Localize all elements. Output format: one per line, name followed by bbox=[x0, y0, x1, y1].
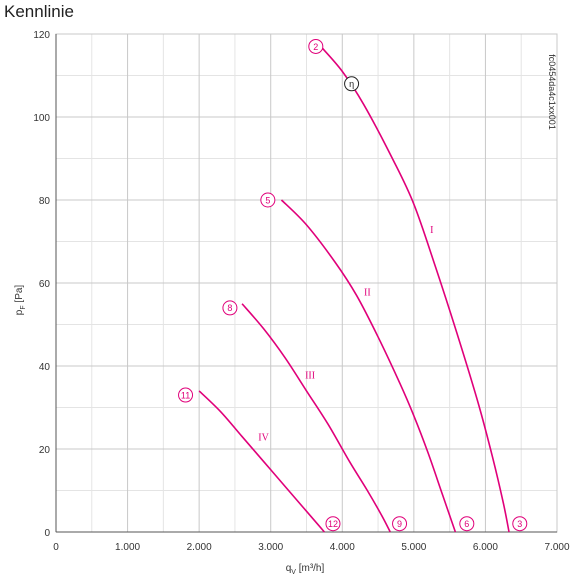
marker-label: 9 bbox=[397, 519, 402, 529]
marker-η: η bbox=[344, 76, 360, 92]
y-tick-label: 0 bbox=[44, 528, 50, 539]
markers: 2 η 5 8 11 12 9 6 3 bbox=[178, 38, 528, 532]
y-tick-label: 100 bbox=[33, 113, 50, 124]
marker-circle bbox=[222, 300, 238, 316]
x-tick-label: 1.000 bbox=[115, 542, 140, 553]
x-tick-label: 7.000 bbox=[544, 542, 569, 553]
marker-circle bbox=[325, 516, 341, 532]
marker-circle bbox=[260, 192, 276, 208]
marker-label: 3 bbox=[517, 519, 522, 529]
marker-label: η bbox=[349, 79, 354, 89]
marker-3: 3 bbox=[512, 516, 528, 532]
curve-I bbox=[320, 45, 510, 533]
curve-label-II: II bbox=[364, 287, 371, 298]
curve-label-III: III bbox=[305, 370, 315, 381]
marker-circle bbox=[392, 516, 408, 532]
curve-IV bbox=[198, 390, 325, 533]
marker-label: 11 bbox=[181, 390, 190, 400]
x-tick-label: 6.000 bbox=[473, 542, 498, 553]
reference-code: fc0454da4c1xx001 bbox=[547, 54, 557, 130]
marker-label: 6 bbox=[464, 519, 469, 529]
x-tick-label: 4.000 bbox=[330, 542, 355, 553]
marker-12: 12 bbox=[325, 516, 341, 532]
marker-label: 5 bbox=[265, 195, 270, 205]
marker-2: 2 bbox=[308, 38, 324, 54]
x-tick-label: 0 bbox=[53, 542, 59, 553]
chart-title: Kennlinie bbox=[4, 2, 74, 21]
x-tick-label: 2.000 bbox=[187, 542, 212, 553]
y-tick-label: 40 bbox=[39, 362, 51, 373]
x-tick-label: 5.000 bbox=[401, 542, 426, 553]
marker-9: 9 bbox=[392, 516, 408, 532]
y-axis-label: pF [Pa] bbox=[14, 285, 27, 316]
curve-III bbox=[241, 303, 391, 533]
marker-11: 11 bbox=[178, 387, 194, 403]
curve-label-IV: IV bbox=[258, 433, 269, 444]
y-tick-label: 120 bbox=[33, 30, 50, 41]
x-axis-label: qV [m³/h] bbox=[286, 563, 325, 576]
marker-label: 12 bbox=[328, 519, 338, 529]
marker-6: 6 bbox=[459, 516, 475, 532]
marker-circle bbox=[512, 516, 528, 532]
x-tick-label: 3.000 bbox=[258, 542, 283, 553]
grid bbox=[55, 33, 558, 533]
marker-label: 2 bbox=[313, 42, 318, 52]
marker-5: 5 bbox=[260, 192, 276, 208]
curve-label-I: I bbox=[430, 225, 433, 236]
marker-circle bbox=[308, 38, 324, 54]
marker-circle bbox=[459, 516, 475, 532]
axes: 0 1.000 2.000 3.000 4.000 5.000 6.000 7.000 0 20 4… bbox=[33, 30, 570, 553]
y-tick-label: 80 bbox=[39, 196, 51, 207]
marker-circle bbox=[178, 387, 194, 403]
y-tick-label: 20 bbox=[39, 445, 51, 456]
marker-label: 8 bbox=[227, 303, 232, 313]
marker-circle bbox=[344, 76, 360, 92]
y-tick-label: 60 bbox=[39, 279, 51, 290]
marker-8: 8 bbox=[222, 300, 238, 316]
curve-II bbox=[280, 199, 457, 533]
